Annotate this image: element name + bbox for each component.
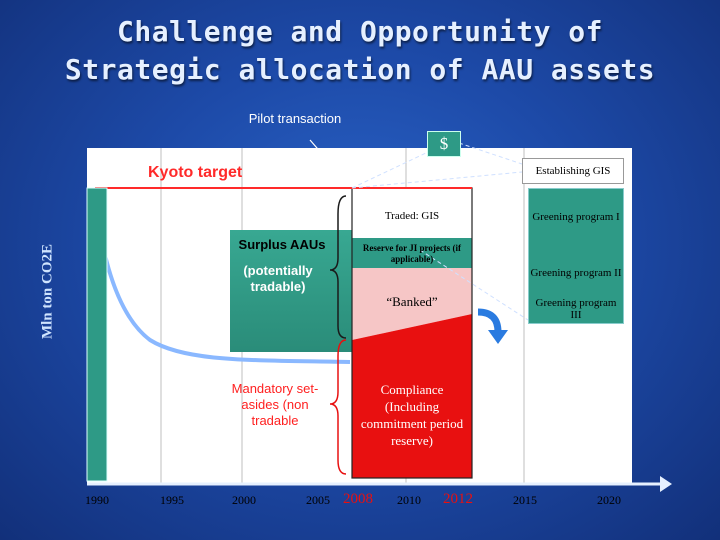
traded-gis-label: Traded: GIS: [384, 210, 440, 222]
pilot-transaction-label: Pilot transaction: [248, 111, 342, 126]
brace-upper: [329, 195, 347, 339]
banked-arrow: [477, 308, 502, 333]
compliance-region: [352, 314, 472, 478]
establishing-gis-box: Establishing GIS: [522, 158, 624, 184]
dollar-badge: $: [427, 131, 461, 157]
year-tick: 2000: [232, 493, 256, 507]
banked-label: “Banked”: [386, 294, 438, 309]
banked-arrowhead: [488, 330, 508, 344]
compliance-label: Compliance (Including commitment period …: [360, 382, 464, 448]
greening-program-1: Greening program I: [532, 211, 620, 223]
year-tick-highlight: 2008: [343, 491, 373, 507]
year-tick: 1990: [85, 493, 109, 507]
greening-program-3: Greening program III: [535, 297, 617, 321]
reserve-ji-label: Reserve for JI projects (if applicable): [362, 243, 462, 264]
greening-programs-box: Greening program I Greening program II G…: [528, 188, 624, 324]
year-tick: 2010: [397, 493, 421, 507]
slide-title-line-2: Strategic allocation of AAU assets: [64, 53, 656, 86]
pilot-arrow: [309, 139, 351, 187]
year-tick: 2005: [306, 493, 330, 507]
surplus-teal-region: [230, 230, 352, 352]
brace-lower: [329, 339, 347, 475]
year-tick: 2015: [513, 493, 537, 507]
banked-region: [352, 268, 472, 340]
base-year-bar: [86, 187, 108, 482]
x-axis-arrowhead: [660, 476, 672, 492]
surplus-aau-label: Surplus AAUs: [238, 237, 326, 252]
traded-gis-region: [352, 188, 472, 238]
year-tick: 1995: [160, 493, 184, 507]
slide-title-line-1: Challenge and Opportunity of: [116, 15, 603, 48]
greening-program-2: Greening program II: [530, 267, 622, 279]
reserve-ji-region: [352, 238, 472, 268]
mandatory-set-asides-label: Mandatory set-asides (non tradable: [231, 381, 319, 428]
kyoto-target-label: Kyoto target: [148, 164, 243, 181]
dashed-connectors: [351, 142, 529, 321]
year-tick-highlight: 2012: [443, 491, 473, 507]
pilot-arrowhead: [342, 178, 350, 187]
y-axis-label: Mln ton CO2E: [39, 244, 56, 340]
year-tick: 2020: [597, 493, 621, 507]
potentially-tradable-label: (potentially tradable): [243, 263, 313, 294]
